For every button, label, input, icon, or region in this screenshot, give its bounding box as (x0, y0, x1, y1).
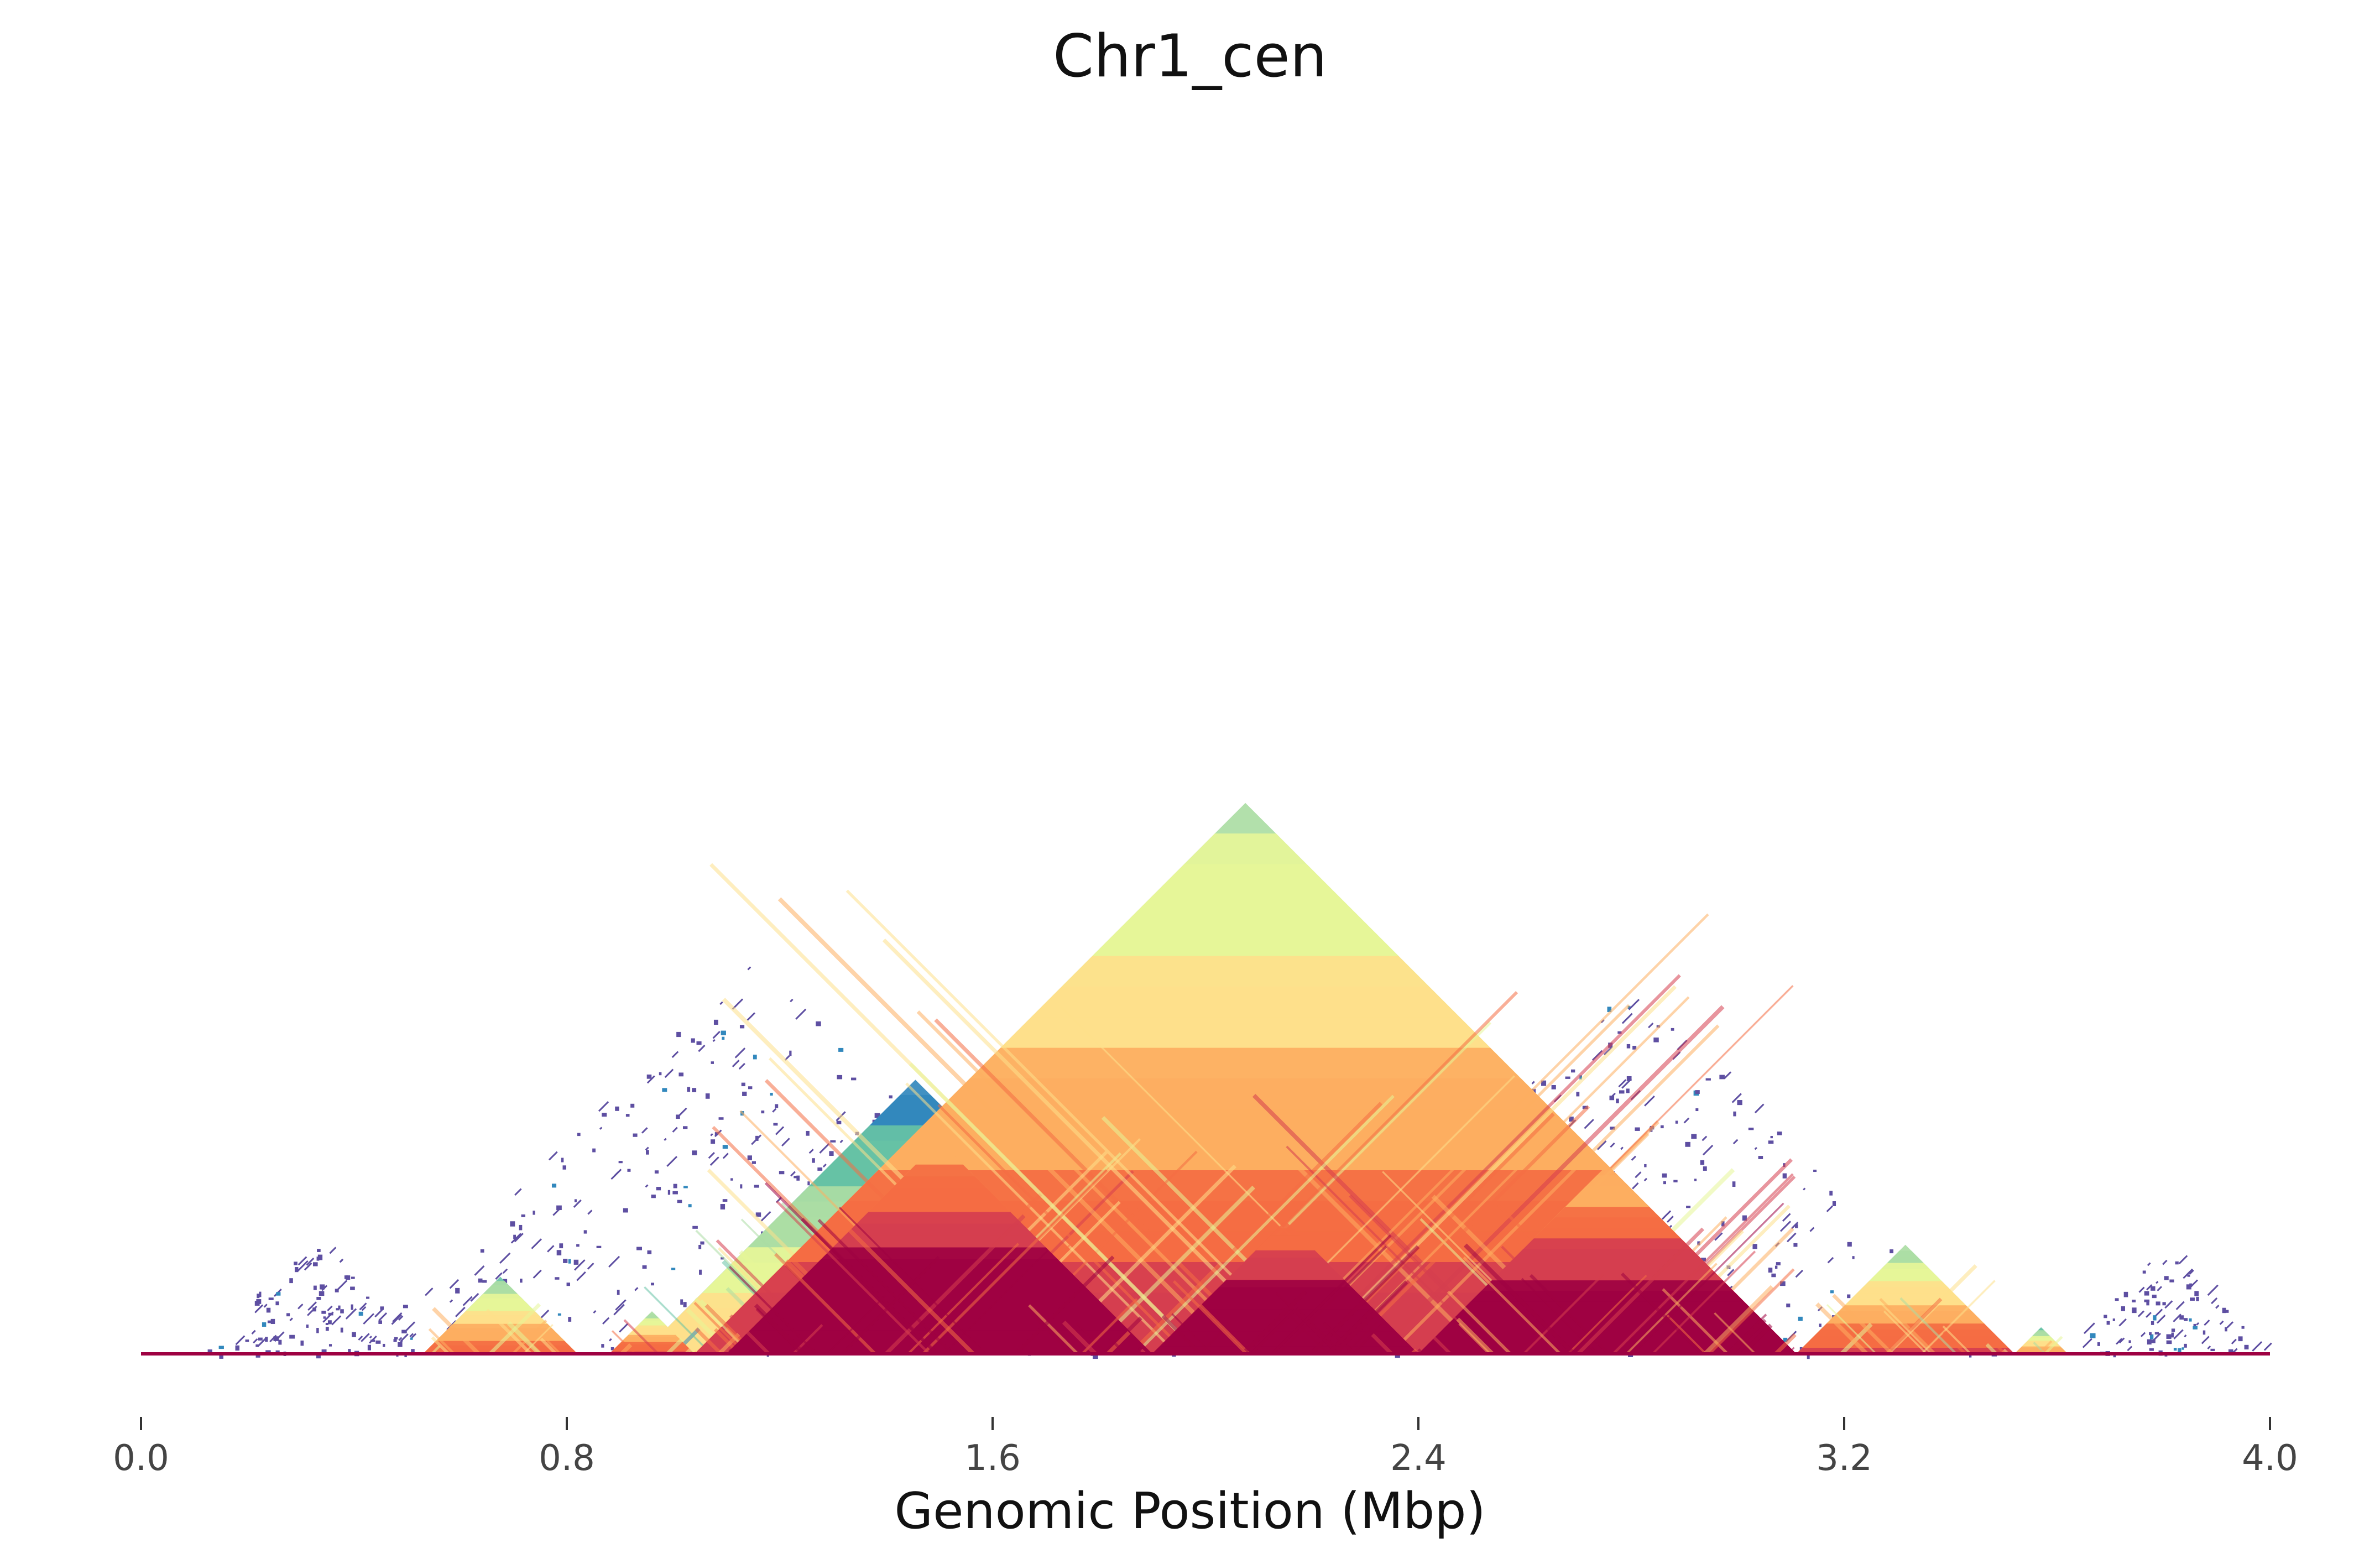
sparse-region-4 (2082, 1255, 2272, 1358)
domain-triangle-7 (1796, 1244, 2014, 1356)
domain-triangle-4 (726, 1141, 1152, 1356)
chart-title: Chr1_cen (1053, 22, 1327, 90)
domain-triangle-1 (609, 1311, 695, 1356)
x-axis-label: Genomic Position (Mbp) (894, 1482, 1486, 1540)
x-tick-label-0: 0.0 (113, 1438, 169, 1479)
sparse-region-0 (207, 1247, 417, 1359)
domain-triangles-layer (423, 802, 2068, 1356)
x-tick-label-4: 3.2 (1816, 1438, 1872, 1479)
x-tick-label-5: 4.0 (2242, 1438, 2298, 1479)
domain-triangle-6 (1417, 1165, 1797, 1356)
x-tick-label-1: 0.8 (539, 1438, 595, 1479)
domain-triangle-5 (1152, 1221, 1420, 1356)
domain-triangle-8 (2014, 1327, 2068, 1355)
x-axis: 0.0 0.8 1.6 2.4 3.2 4.0 (113, 1417, 2298, 1479)
x-tick-label-3: 2.4 (1390, 1438, 1447, 1479)
domain-triangle-0 (423, 1276, 578, 1356)
x-tick-label-2: 1.6 (964, 1438, 1021, 1479)
